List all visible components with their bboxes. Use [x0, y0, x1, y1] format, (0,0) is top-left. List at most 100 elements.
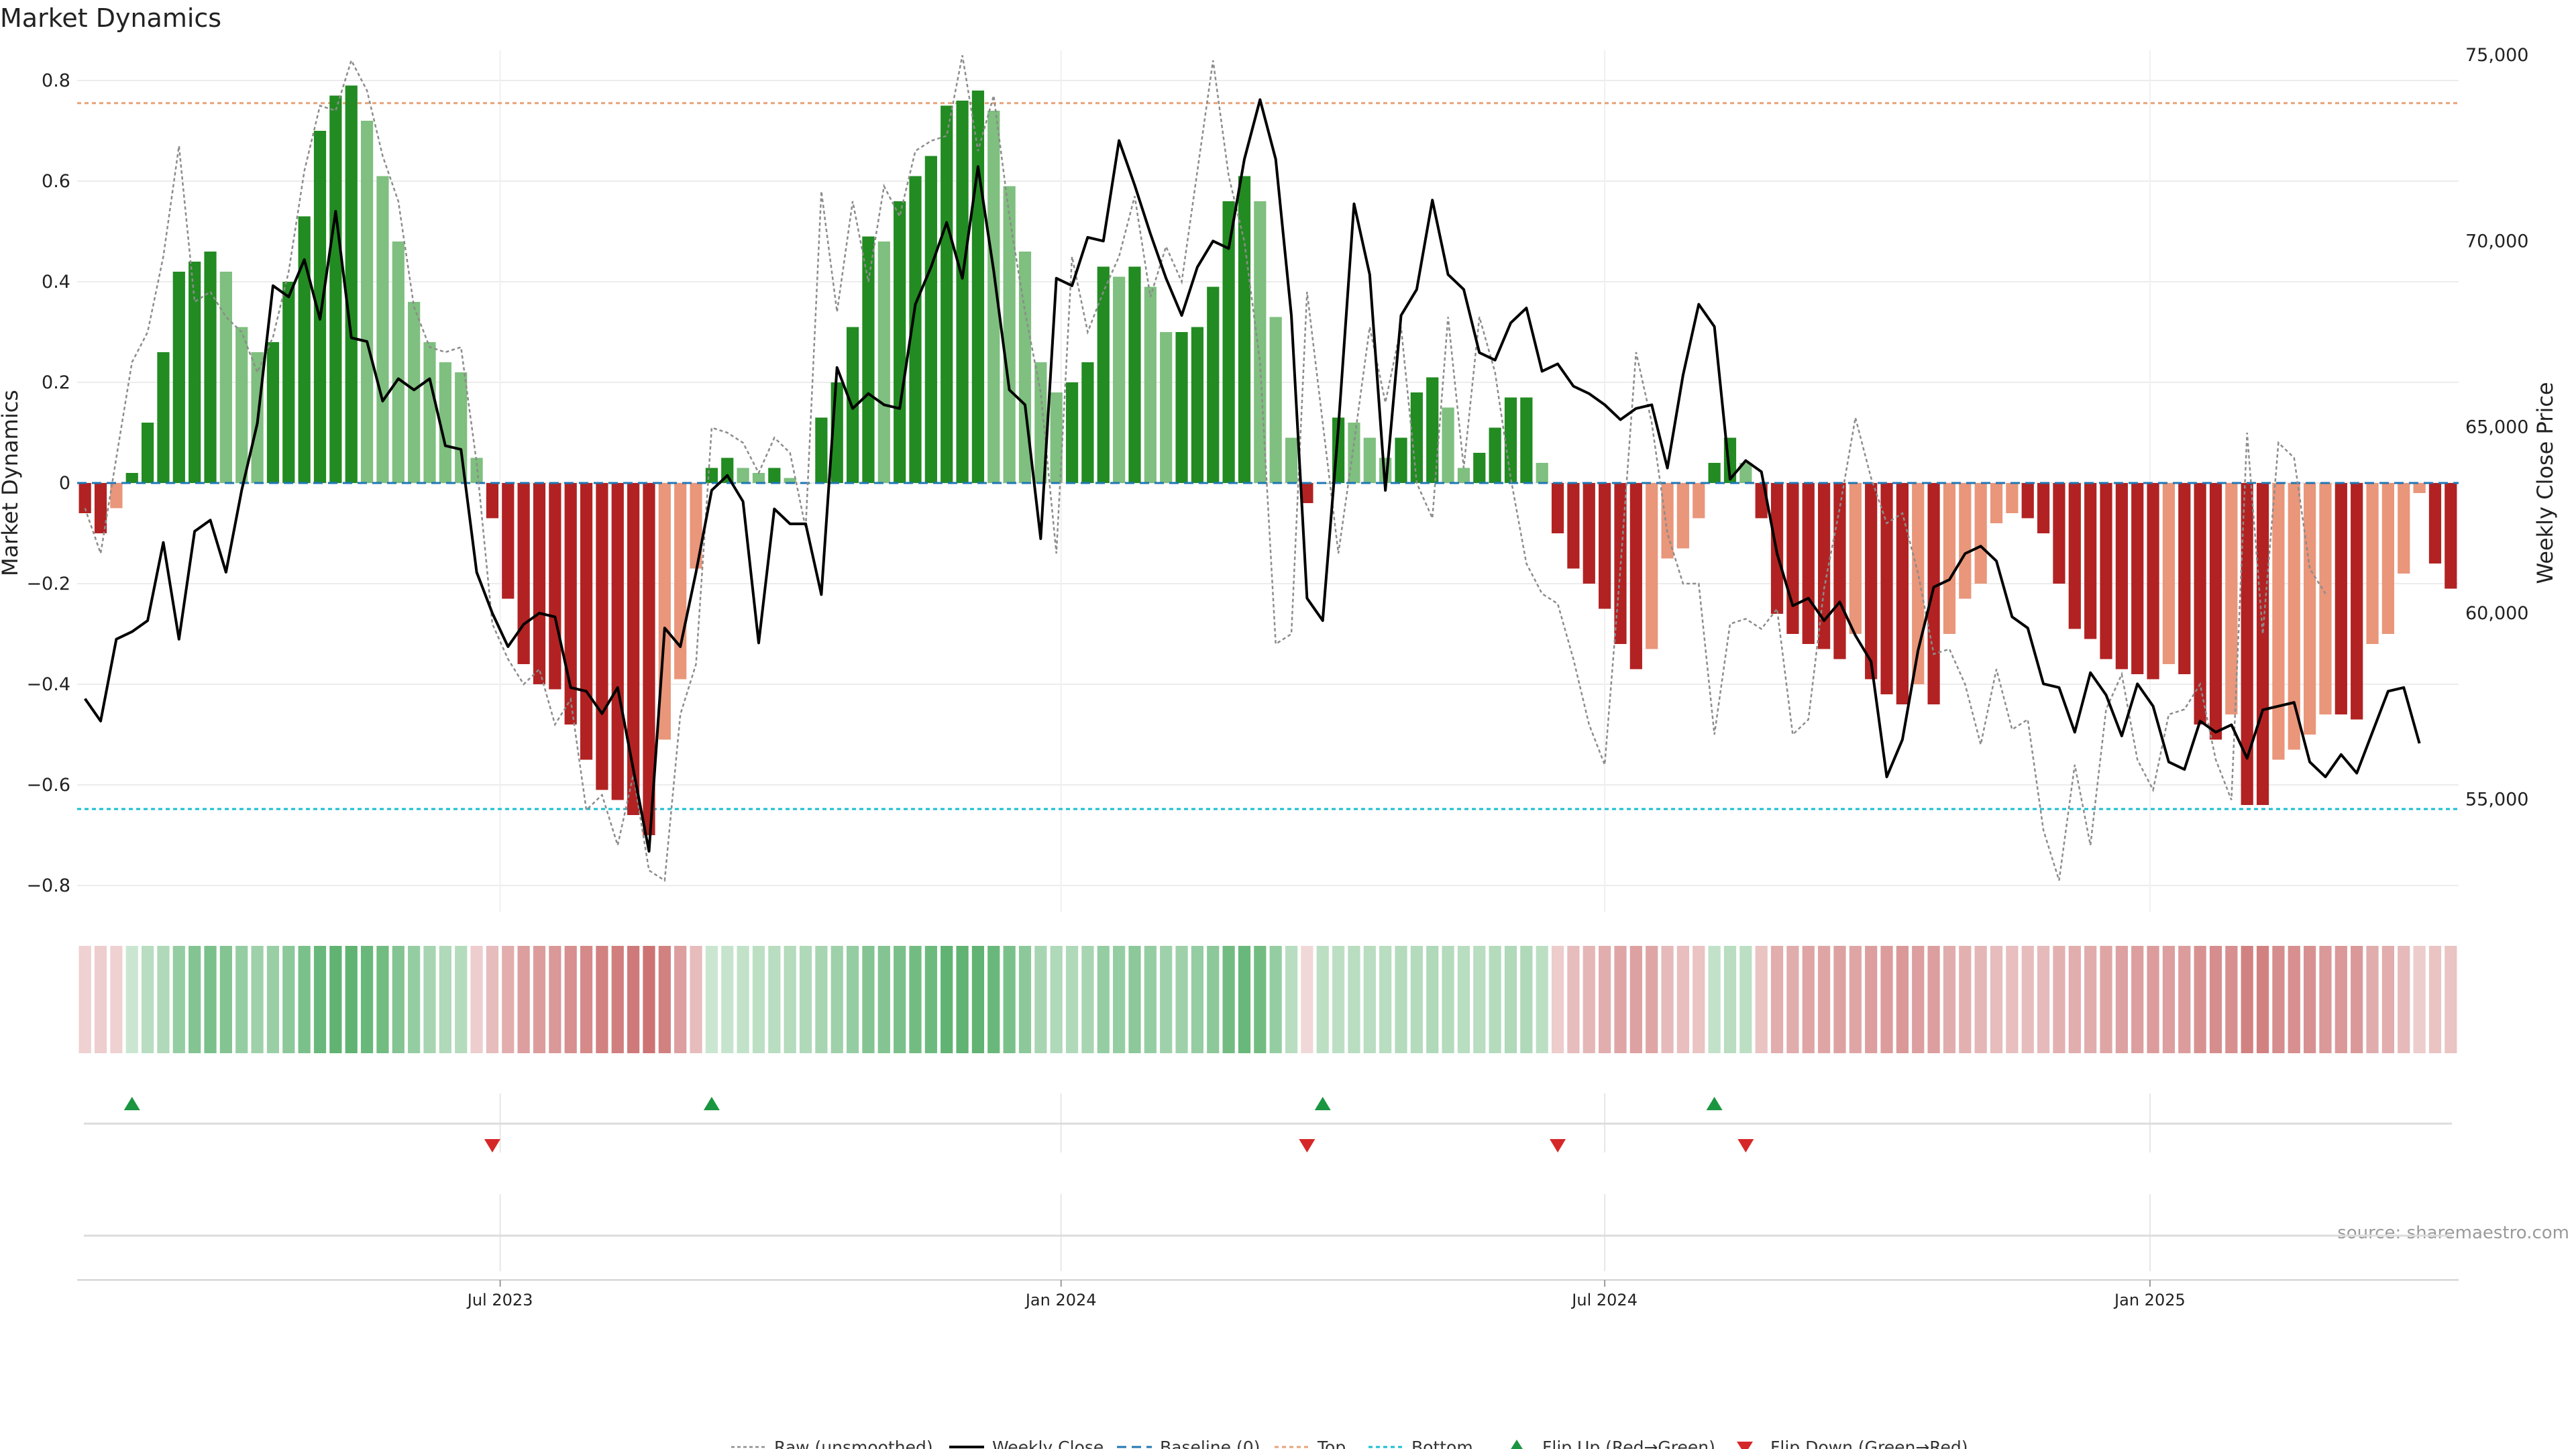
strip-cell: [1065, 946, 1079, 1053]
strip-cell: [2178, 946, 2191, 1053]
strip-cell: [815, 946, 828, 1053]
strip-cell: [2209, 946, 2222, 1053]
strip-cell: [596, 946, 608, 1053]
bar: [1693, 483, 1705, 519]
strip-cell: [2115, 946, 2128, 1053]
strip-cell: [2428, 946, 2442, 1053]
bar: [1959, 483, 1972, 599]
strip-cell: [784, 946, 796, 1053]
strip-cell: [1833, 946, 1846, 1053]
strip-cell: [1912, 946, 1925, 1053]
strip-cell: [423, 946, 436, 1053]
strip-cell: [172, 946, 185, 1053]
strip-cell: [1599, 946, 1611, 1053]
strip-cell: [392, 946, 405, 1053]
bar: [2319, 483, 2332, 714]
bar: [157, 352, 170, 483]
bar: [1786, 483, 1799, 634]
strip-cell: [1034, 946, 1047, 1053]
bar: [1582, 483, 1595, 584]
bar: [2084, 483, 2097, 639]
strip-cell: [517, 946, 530, 1053]
strip-cell: [549, 946, 561, 1053]
strip-cell: [1395, 946, 1407, 1053]
bar: [2225, 483, 2238, 714]
bar: [1739, 463, 1752, 483]
strip-cell: [627, 946, 640, 1053]
strip-cell: [924, 946, 937, 1053]
strip-cell: [2100, 946, 2112, 1053]
strip-cell: [971, 946, 985, 1053]
bar: [1551, 483, 1564, 533]
bar: [486, 483, 499, 519]
bar: [1646, 483, 1658, 649]
bar: [1520, 397, 1533, 483]
legend-item: Baseline (0): [1117, 1438, 1260, 1449]
bar: [2209, 483, 2222, 740]
strip-cell: [313, 946, 327, 1053]
strip-cell: [1144, 946, 1157, 1053]
bar: [1238, 176, 1251, 483]
strip-cell: [658, 946, 671, 1053]
bar: [1301, 483, 1313, 503]
strip-cell: [2225, 946, 2238, 1053]
strip-cell: [1739, 946, 1752, 1053]
x-tick-label: Jan 2025: [2113, 1291, 2186, 1309]
strip-cell: [1849, 946, 1862, 1053]
bar: [768, 468, 781, 483]
bar: [329, 95, 342, 483]
strip-cell: [1504, 946, 1517, 1053]
strip-cell: [2241, 946, 2253, 1053]
bar: [423, 342, 436, 483]
legend-item: Flip Down (Green→Red): [1737, 1438, 1968, 1449]
strip-cell: [2381, 946, 2395, 1053]
bar: [1943, 483, 1956, 634]
strip-cell: [1723, 946, 1737, 1053]
bar: [956, 101, 969, 483]
strip-cell: [1770, 946, 1784, 1053]
strip-cell: [1222, 946, 1235, 1053]
strip-cell: [705, 946, 718, 1053]
y2-axis-label: Weekly Close Price: [2532, 382, 2558, 584]
bar: [345, 85, 358, 483]
bar: [1144, 286, 1157, 483]
bar: [1081, 362, 1094, 483]
bar: [1489, 427, 1501, 483]
flip-up-marker: [703, 1097, 720, 1110]
source-note: source: sharemaestro.com: [2337, 1223, 2569, 1243]
strip-cell: [611, 946, 624, 1053]
bar: [2241, 483, 2253, 805]
bar: [643, 483, 655, 835]
strip-cell: [1473, 946, 1486, 1053]
strip-cell: [1050, 946, 1063, 1053]
strip-cell: [580, 946, 593, 1053]
legend-label: Flip Down (Green→Red): [1770, 1438, 1968, 1449]
bar: [2053, 483, 2065, 584]
strip-cell: [329, 946, 342, 1053]
bar: [2147, 483, 2159, 680]
flip-up-marker: [123, 1097, 140, 1110]
strip-cell: [235, 946, 248, 1053]
bar: [1426, 377, 1439, 483]
strip-cell: [125, 946, 138, 1053]
bar: [439, 362, 451, 483]
bar: [266, 342, 280, 483]
legend-label: Weekly Close: [992, 1438, 1104, 1449]
bar: [408, 302, 421, 483]
bar: [110, 483, 123, 508]
y2-tick-label: 75,000: [2465, 45, 2528, 66]
strip-cell: [1003, 946, 1016, 1053]
strip-cell: [502, 946, 515, 1053]
strip-cell: [189, 946, 201, 1053]
bar: [596, 483, 608, 790]
strip-cell: [1567, 946, 1580, 1053]
bar: [1880, 483, 1893, 694]
strip-cell: [78, 946, 91, 1053]
strip-cell: [1175, 946, 1188, 1053]
strip-cell: [2413, 946, 2426, 1053]
strip-cell: [1018, 946, 1032, 1053]
bar: [1927, 483, 1940, 704]
bar: [2021, 483, 2034, 519]
strip-cell: [251, 946, 264, 1053]
legend-item: Flip Up (Red→Green): [1511, 1438, 1715, 1449]
